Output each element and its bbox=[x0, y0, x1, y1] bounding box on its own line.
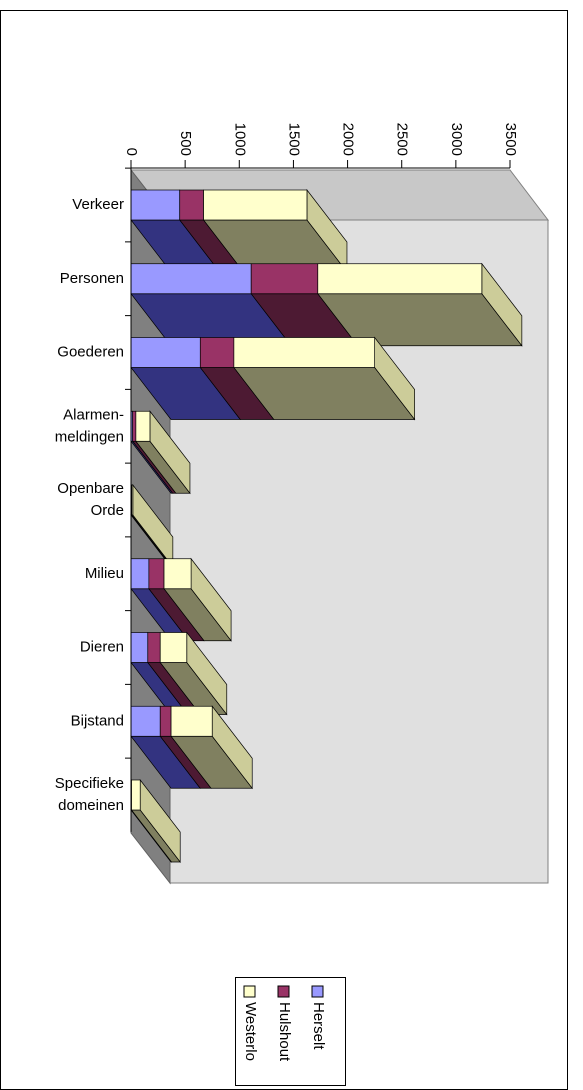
y-tick-label: Personen bbox=[60, 270, 124, 287]
bar bbox=[132, 410, 137, 442]
x-tick-label: 2000 bbox=[340, 123, 357, 156]
bar bbox=[163, 558, 192, 590]
y-tick-label: Dieren bbox=[80, 638, 124, 655]
legend-label: Westerlo bbox=[242, 1002, 259, 1061]
bar bbox=[179, 189, 204, 221]
x-tick-label: 3000 bbox=[448, 123, 465, 156]
legend-label: Herselt bbox=[310, 1002, 327, 1050]
bar bbox=[130, 558, 150, 590]
x-tick-label: 3500 bbox=[502, 123, 519, 156]
bar bbox=[170, 705, 213, 737]
y-tick-label: Openbare Orde bbox=[57, 480, 124, 519]
bar bbox=[130, 632, 149, 663]
legend-label: Hulshout bbox=[276, 1002, 293, 1062]
legend-swatch bbox=[277, 985, 290, 998]
x-tick-label: 1500 bbox=[285, 123, 302, 156]
bar bbox=[130, 337, 201, 368]
bar bbox=[159, 632, 188, 663]
bar bbox=[131, 484, 134, 516]
bar bbox=[131, 779, 141, 811]
x-tick-label: 500 bbox=[177, 131, 194, 156]
y-tick-label: Bijstand bbox=[71, 712, 124, 729]
y-tick-label: Milieu bbox=[85, 565, 124, 582]
legend-swatch bbox=[311, 985, 324, 998]
bar bbox=[199, 337, 235, 368]
x-tick-label: 0 bbox=[123, 148, 140, 156]
bar bbox=[317, 263, 483, 295]
y-tick-label: Specifieke domeinen bbox=[55, 775, 124, 814]
bar bbox=[159, 705, 172, 737]
bar bbox=[203, 189, 308, 221]
x-tick-label: 1000 bbox=[231, 123, 248, 156]
bar bbox=[250, 263, 319, 295]
bar bbox=[148, 558, 165, 590]
bar bbox=[233, 337, 375, 368]
y-tick-label: Alarmen-meldingen bbox=[55, 406, 124, 445]
y-tick-label: Verkeer bbox=[72, 196, 124, 213]
bar bbox=[135, 410, 151, 442]
legend-swatch bbox=[243, 985, 256, 998]
y-tick-label: Goederen bbox=[57, 343, 124, 360]
bar bbox=[130, 705, 161, 737]
bar bbox=[147, 632, 161, 663]
bar bbox=[130, 263, 252, 295]
x-tick-label: 2500 bbox=[394, 123, 411, 156]
bar bbox=[130, 189, 181, 221]
